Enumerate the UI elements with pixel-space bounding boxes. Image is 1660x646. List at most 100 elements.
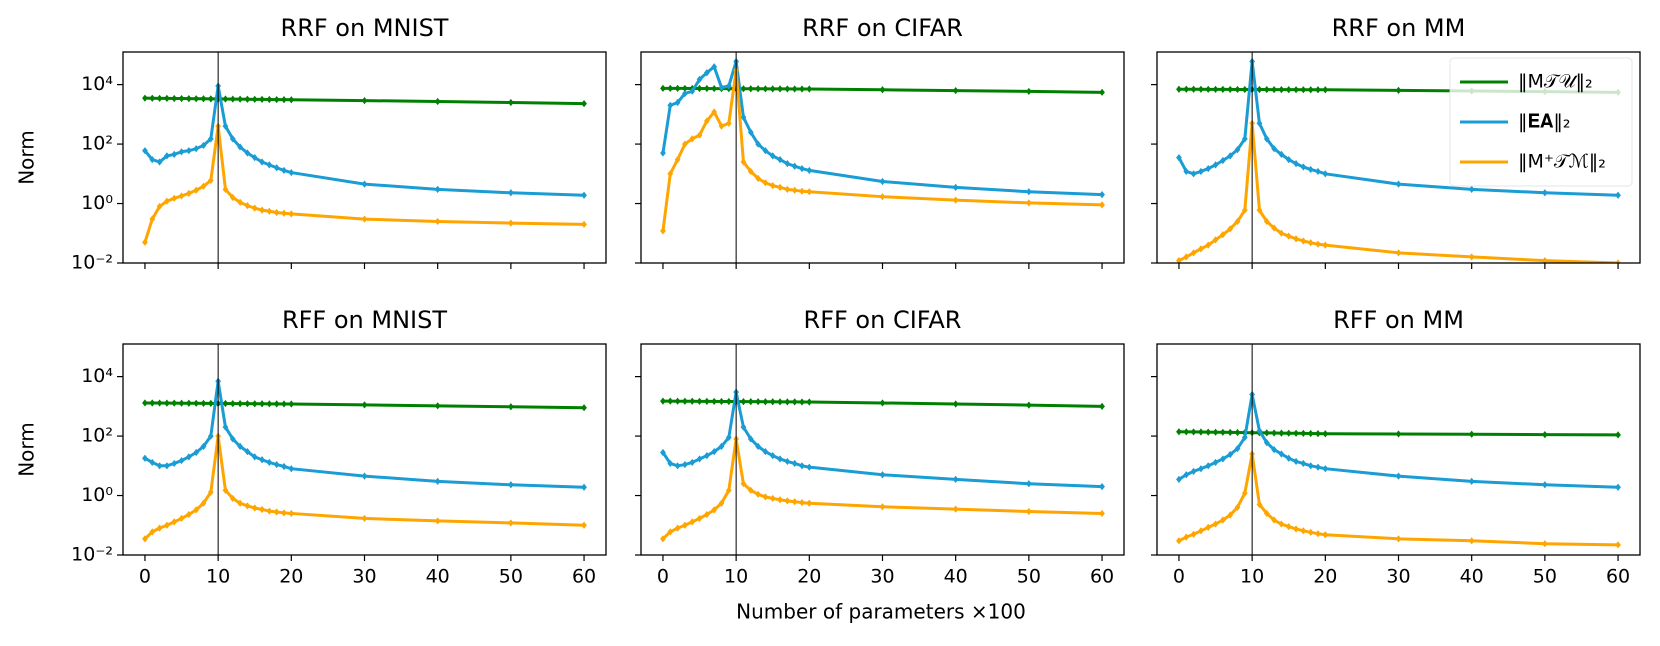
point-marker: [762, 448, 769, 456]
point-marker: [777, 183, 783, 191]
point-marker: [1615, 431, 1621, 439]
subplot-title: RRF on CIFAR: [802, 14, 963, 42]
point-marker: [1468, 185, 1475, 193]
point-marker: [171, 399, 178, 407]
point-marker: [755, 442, 761, 450]
point-marker: [689, 458, 696, 467]
point-marker: [229, 193, 236, 202]
point-marker: [1190, 428, 1197, 436]
point-marker: [156, 158, 163, 166]
point-marker: [1205, 164, 1212, 173]
point-marker: [799, 164, 805, 173]
point-marker: [222, 486, 229, 494]
subplot-title: RFF on MM: [1333, 306, 1464, 334]
point-marker: [952, 196, 959, 204]
axes-frame: [640, 343, 1125, 556]
point-marker: [667, 397, 674, 405]
point-marker: [1176, 154, 1182, 162]
point-marker: [1256, 85, 1263, 94]
point-marker: [784, 85, 791, 93]
axes-frame: [640, 51, 1125, 264]
point-marker: [1278, 150, 1285, 158]
point-marker: [806, 463, 813, 471]
point-marker: [185, 453, 192, 461]
point-marker: [361, 514, 368, 523]
point-marker: [142, 94, 148, 102]
point-marker: [507, 189, 514, 197]
point-marker: [149, 156, 156, 164]
point-marker: [1241, 433, 1248, 442]
point-marker: [200, 182, 207, 190]
x-tick-label: 60: [1090, 566, 1114, 588]
point-marker: [769, 398, 776, 406]
point-marker: [1219, 156, 1226, 165]
point-marker: [581, 191, 587, 199]
point-marker: [156, 524, 163, 532]
point-marker: [1263, 85, 1270, 94]
point-marker: [434, 217, 441, 226]
point-marker: [171, 518, 178, 526]
point-marker: [1395, 535, 1402, 543]
y-axis-label: Norm: [15, 422, 39, 477]
point-marker: [806, 188, 813, 196]
point-marker: [755, 85, 761, 93]
point-marker: [718, 499, 725, 507]
y-tick-label: 10⁻²: [71, 544, 113, 566]
point-marker: [185, 399, 192, 407]
point-marker: [1271, 429, 1277, 437]
point-marker: [740, 85, 747, 93]
point-marker: [784, 497, 791, 505]
x-tick-label: 0: [1173, 566, 1185, 588]
point-marker: [207, 176, 214, 185]
point-marker: [952, 475, 959, 483]
point-marker: [507, 519, 514, 527]
point-marker: [281, 509, 287, 517]
point-marker: [1205, 462, 1212, 470]
point-marker: [703, 452, 710, 460]
point-marker: [1322, 531, 1329, 539]
point-marker: [185, 510, 192, 519]
y-tick-label: 10⁰: [81, 192, 113, 214]
point-marker: [266, 400, 273, 408]
point-marker: [769, 452, 776, 460]
point-marker: [251, 504, 258, 512]
point-marker: [207, 135, 214, 143]
series-line: [143, 434, 585, 540]
point-marker: [1190, 85, 1197, 93]
point-marker: [244, 502, 251, 510]
point-marker: [1541, 257, 1548, 263]
point-marker: [156, 462, 163, 470]
plot-area: [660, 344, 1105, 555]
point-marker: [725, 486, 732, 494]
point-marker: [259, 505, 265, 514]
point-marker: [1234, 444, 1241, 453]
point-marker: [273, 460, 280, 469]
point-marker: [193, 506, 200, 514]
point-marker: [156, 94, 163, 102]
point-marker: [799, 187, 805, 195]
point-marker: [1256, 427, 1263, 435]
point-marker: [667, 170, 674, 178]
point-marker: [791, 186, 798, 194]
point-marker: [1263, 509, 1270, 518]
point-marker: [178, 148, 185, 156]
x-tick-label: 0: [657, 566, 669, 588]
point-marker: [703, 117, 710, 125]
point-marker: [229, 399, 236, 408]
point-marker: [1025, 507, 1032, 516]
point-marker: [1315, 167, 1321, 176]
point-marker: [1307, 86, 1314, 94]
point-marker: [667, 101, 674, 109]
point-marker: [1271, 145, 1277, 153]
point-marker: [1278, 229, 1285, 237]
point-marker: [689, 87, 696, 95]
point-marker: [156, 202, 163, 211]
point-marker: [1198, 527, 1204, 535]
point-marker: [1468, 253, 1475, 261]
point-marker: [762, 85, 769, 93]
point-marker: [207, 432, 214, 440]
x-tick-label: 20: [797, 566, 821, 588]
point-marker: [171, 94, 178, 103]
point-marker: [1234, 428, 1241, 437]
point-marker: [193, 95, 200, 103]
